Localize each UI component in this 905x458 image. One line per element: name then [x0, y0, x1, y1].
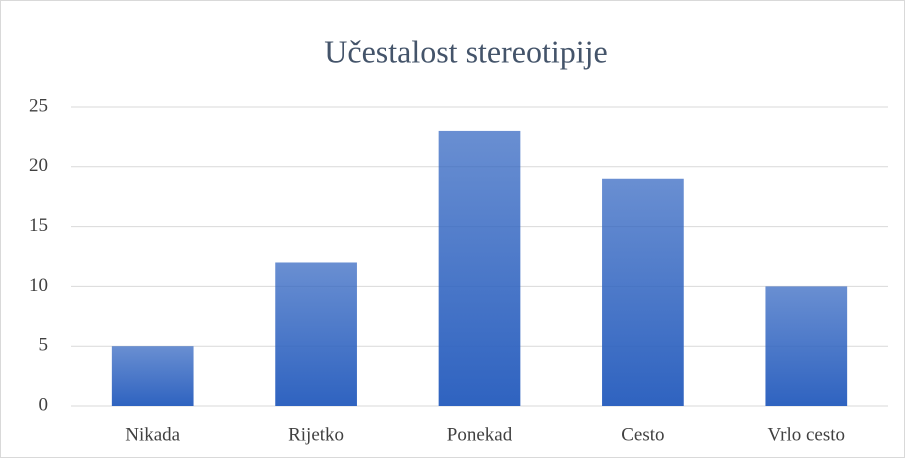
y-tick-label: 10: [29, 275, 48, 296]
y-tick-label: 15: [29, 215, 48, 236]
chart-title: Učestalost stereotipije: [324, 33, 607, 69]
bar: [111, 346, 194, 406]
bar: [438, 130, 521, 407]
bar: [275, 262, 357, 406]
x-tick-label: Vrlo cesto: [768, 424, 845, 445]
y-tick-label: 20: [29, 155, 48, 176]
y-tick-label: 0: [39, 394, 49, 415]
x-tick-label: Cesto: [621, 424, 664, 445]
x-tick-label: Nikada: [125, 424, 180, 445]
bar: [602, 178, 684, 406]
y-tick-label: 5: [39, 335, 49, 356]
x-tick-label: Rijetko: [288, 424, 344, 445]
x-tick-label: Ponekad: [447, 424, 513, 445]
y-tick-label: 25: [29, 95, 48, 116]
bar: [765, 286, 848, 406]
